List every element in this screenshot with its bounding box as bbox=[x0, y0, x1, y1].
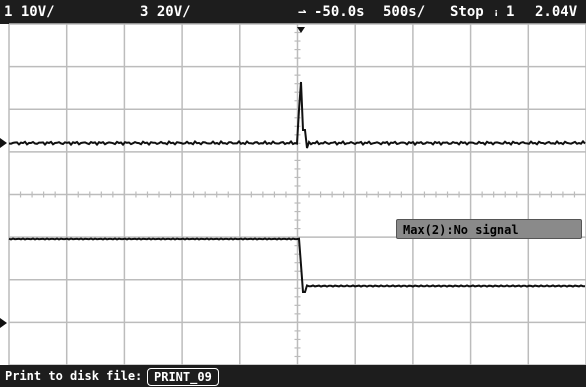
measurement-label: Max(2):No signal bbox=[403, 223, 519, 237]
bottom-bar: Print to disk file: PRINT_09 bbox=[0, 365, 586, 387]
time-scale: 500s/ bbox=[383, 4, 426, 20]
channel-1-trace bbox=[8, 81, 586, 149]
ch1-scale: 1 10V/ bbox=[4, 4, 55, 20]
trigger-edge-icon: ꜟ bbox=[492, 4, 501, 20]
filename-field[interactable]: PRINT_09 bbox=[147, 368, 219, 386]
status-bar: 1 10V/ 3 20V/ ⇀ -50.0s 500s/ Stop ꜟ 1 2.… bbox=[0, 0, 586, 24]
print-to-disk-label: Print to disk file: bbox=[5, 369, 143, 383]
channel-2-marker-icon bbox=[0, 318, 7, 328]
trigger-position-marker-icon bbox=[297, 27, 305, 33]
channel-1-marker-icon bbox=[0, 138, 7, 148]
trigger-arrow-icon: ⇀ bbox=[298, 4, 307, 20]
time-offset: -50.0s bbox=[314, 4, 365, 20]
channel-2-trace bbox=[8, 237, 586, 293]
measurement-readout: Max(2):No signal bbox=[396, 219, 582, 239]
ch3-scale: 3 20V/ bbox=[140, 4, 191, 20]
run-state: Stop bbox=[450, 4, 484, 20]
trigger-level: 2.04V bbox=[535, 4, 578, 20]
trigger-source: 1 bbox=[506, 4, 515, 20]
